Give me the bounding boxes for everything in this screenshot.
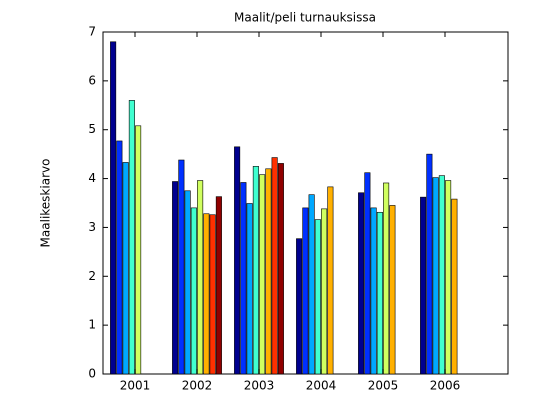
bar — [445, 180, 452, 375]
y-tick-label: 4 — [88, 171, 96, 185]
bar — [135, 125, 142, 375]
chart-title: Maalit/peli turnauksissa — [234, 11, 376, 25]
bar — [383, 182, 390, 375]
y-tick-label: 2 — [88, 269, 96, 283]
x-tick-label: 2006 — [430, 379, 461, 393]
bar — [277, 163, 284, 375]
bar — [184, 190, 191, 375]
bar — [110, 41, 117, 375]
bar — [209, 214, 216, 375]
bar — [252, 166, 259, 375]
bar — [432, 177, 439, 375]
bar — [122, 162, 129, 375]
bar — [364, 172, 371, 375]
bar — [203, 213, 210, 375]
bar — [178, 159, 185, 375]
x-tick-label: 2005 — [368, 379, 399, 393]
y-tick-label: 5 — [88, 122, 96, 136]
bar — [451, 198, 458, 375]
bar — [265, 168, 272, 375]
bar — [215, 196, 222, 375]
x-tick-label: 2002 — [182, 379, 213, 393]
bar — [197, 180, 204, 375]
x-tick-label: 2003 — [244, 379, 275, 393]
x-tick-label: 2004 — [306, 379, 337, 393]
bar — [420, 196, 427, 375]
bar — [190, 207, 197, 375]
bar — [302, 207, 309, 375]
bar — [376, 211, 383, 375]
bar — [271, 157, 278, 375]
x-tick-label: 2001 — [120, 379, 151, 393]
bar — [358, 192, 365, 375]
bar — [314, 219, 321, 375]
bar — [172, 181, 179, 375]
bar — [370, 207, 377, 375]
y-tick-label: 7 — [88, 25, 96, 39]
bar — [321, 208, 328, 375]
bar — [116, 140, 123, 375]
y-tick-label: 6 — [88, 73, 96, 87]
bar — [438, 175, 445, 375]
bar — [240, 182, 247, 375]
bar — [327, 186, 334, 375]
y-axis-label: Maalikeskiarvo — [39, 159, 53, 248]
y-tick-label: 0 — [88, 367, 96, 381]
bar — [308, 194, 315, 375]
bar — [296, 238, 303, 375]
bar — [234, 146, 241, 375]
bar — [128, 100, 135, 375]
bar — [389, 205, 396, 375]
y-tick-label: 3 — [88, 220, 96, 234]
y-tick-label: 1 — [88, 318, 96, 332]
bar — [246, 203, 253, 375]
bar — [426, 153, 433, 375]
bar — [259, 174, 266, 375]
